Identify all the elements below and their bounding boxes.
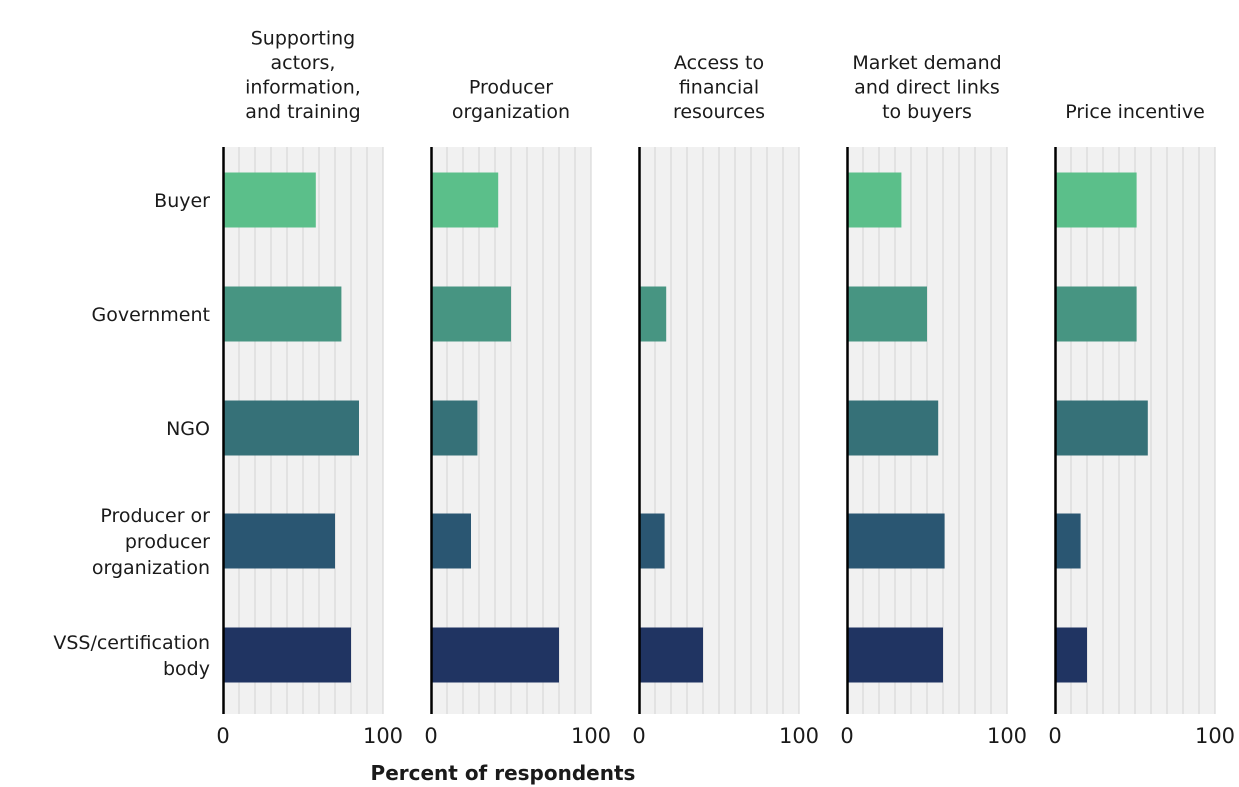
tick-label: 0 — [216, 724, 229, 748]
tick-label: 100 — [571, 724, 611, 748]
category-label: Producer or producer organization — [92, 505, 210, 579]
tick-label: 0 — [1048, 724, 1061, 748]
bar — [847, 286, 927, 342]
bar — [1055, 400, 1148, 456]
bar — [847, 172, 902, 228]
panel-title: Access to financial resources — [673, 52, 765, 123]
category-label: Buyer — [154, 190, 210, 212]
bar — [223, 172, 316, 228]
tick-label: 0 — [632, 724, 645, 748]
tick-label: 100 — [987, 724, 1027, 748]
panel-title: Price incentive — [1065, 101, 1205, 123]
bar — [847, 400, 939, 456]
tick-label: 100 — [1195, 724, 1235, 748]
bar — [1055, 513, 1081, 569]
category-label: NGO — [166, 418, 210, 440]
x-axis-title: Percent of respondents — [371, 761, 636, 785]
tick-label: 0 — [424, 724, 437, 748]
tick-label: 100 — [363, 724, 403, 748]
bar — [847, 627, 943, 683]
bar — [639, 286, 667, 342]
bar — [431, 513, 471, 569]
bar — [639, 627, 703, 683]
bar — [1055, 172, 1137, 228]
bar — [223, 627, 351, 683]
category-label: VSS/certification body — [53, 632, 210, 680]
bar — [431, 172, 499, 228]
bar — [223, 513, 335, 569]
panel-title: Supporting actors, information, and trainin… — [245, 28, 361, 124]
bar — [639, 513, 665, 569]
bar — [223, 400, 359, 456]
panel-title: Market demand and direct links to buyers — [852, 52, 1001, 123]
bar — [1055, 627, 1087, 683]
panel-title: Producer organization — [452, 77, 570, 124]
bar — [1055, 286, 1137, 342]
bar — [431, 627, 559, 683]
bar — [431, 400, 478, 456]
bar — [847, 513, 945, 569]
bar — [223, 286, 342, 342]
bar — [431, 286, 511, 342]
tick-label: 0 — [840, 724, 853, 748]
category-label: Government — [92, 304, 211, 326]
tick-label: 100 — [779, 724, 819, 748]
